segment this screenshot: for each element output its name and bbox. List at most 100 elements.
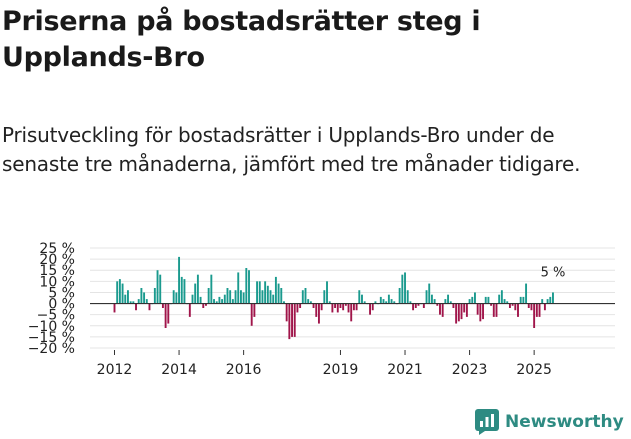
bar[interactable]: [210, 274, 213, 304]
bar[interactable]: [124, 294, 127, 304]
bar[interactable]: [484, 296, 487, 304]
bar[interactable]: [175, 292, 178, 304]
bar[interactable]: [215, 301, 218, 304]
bar[interactable]: [277, 283, 280, 304]
bar[interactable]: [261, 290, 264, 304]
bar[interactable]: [525, 283, 528, 304]
bar[interactable]: [191, 294, 194, 304]
bar[interactable]: [132, 301, 135, 304]
bar[interactable]: [355, 303, 358, 311]
bar[interactable]: [460, 303, 463, 320]
bar[interactable]: [312, 303, 315, 308]
bar[interactable]: [196, 274, 199, 304]
bar[interactable]: [272, 294, 275, 304]
bar[interactable]: [213, 299, 215, 304]
bar[interactable]: [361, 294, 363, 304]
bar[interactable]: [519, 296, 522, 304]
bar[interactable]: [347, 303, 350, 313]
bar[interactable]: [320, 303, 323, 311]
bar[interactable]: [129, 301, 132, 304]
bar[interactable]: [412, 303, 415, 311]
bar[interactable]: [406, 290, 409, 304]
bar[interactable]: [444, 299, 447, 304]
bar[interactable]: [439, 303, 441, 315]
bar[interactable]: [476, 303, 479, 315]
bar[interactable]: [317, 303, 320, 324]
bar[interactable]: [199, 296, 202, 304]
bar[interactable]: [307, 299, 310, 304]
bar[interactable]: [449, 301, 452, 304]
bar[interactable]: [118, 279, 121, 304]
bar[interactable]: [334, 303, 337, 308]
bar[interactable]: [527, 303, 530, 308]
bar[interactable]: [331, 303, 334, 313]
bar[interactable]: [288, 303, 291, 340]
bar[interactable]: [226, 288, 229, 304]
bar[interactable]: [299, 303, 302, 308]
bar[interactable]: [498, 294, 501, 304]
bar[interactable]: [401, 274, 404, 304]
bar[interactable]: [390, 299, 393, 304]
bar[interactable]: [541, 299, 544, 304]
bar[interactable]: [140, 288, 143, 304]
bar[interactable]: [371, 303, 374, 311]
newsworthy-logo[interactable]: Newsworthy: [475, 408, 624, 436]
bar[interactable]: [274, 276, 277, 304]
bar[interactable]: [430, 294, 433, 304]
bar[interactable]: [369, 303, 371, 315]
bar[interactable]: [172, 290, 175, 304]
bar[interactable]: [471, 296, 474, 304]
bar[interactable]: [455, 303, 458, 324]
bar[interactable]: [309, 301, 312, 304]
bar[interactable]: [127, 290, 129, 304]
bar[interactable]: [266, 285, 269, 304]
bar[interactable]: [135, 303, 137, 311]
bar[interactable]: [511, 303, 514, 306]
bar[interactable]: [207, 288, 210, 304]
bar[interactable]: [414, 303, 417, 308]
bar[interactable]: [293, 303, 296, 337]
bar[interactable]: [264, 281, 267, 304]
bar[interactable]: [245, 268, 248, 304]
bar[interactable]: [500, 290, 503, 304]
bar[interactable]: [188, 303, 191, 317]
bar[interactable]: [285, 303, 288, 322]
bar[interactable]: [350, 303, 353, 322]
bar[interactable]: [452, 303, 455, 308]
bar[interactable]: [530, 303, 533, 311]
bar[interactable]: [409, 301, 412, 304]
bar[interactable]: [180, 276, 183, 304]
bar[interactable]: [234, 290, 237, 304]
bar[interactable]: [304, 288, 307, 304]
bar[interactable]: [202, 303, 205, 308]
bar[interactable]: [237, 272, 240, 304]
bar[interactable]: [552, 292, 554, 304]
bar[interactable]: [490, 303, 493, 306]
bar[interactable]: [253, 303, 256, 317]
bar[interactable]: [167, 303, 170, 324]
bar[interactable]: [116, 281, 119, 304]
bar[interactable]: [425, 290, 428, 304]
bar[interactable]: [508, 303, 511, 308]
bar[interactable]: [231, 299, 234, 304]
bar[interactable]: [145, 299, 148, 304]
bar[interactable]: [549, 296, 552, 304]
bar[interactable]: [398, 288, 401, 304]
bar[interactable]: [164, 303, 167, 328]
bar[interactable]: [535, 303, 538, 317]
bar[interactable]: [379, 296, 382, 304]
bar[interactable]: [517, 303, 519, 317]
bar[interactable]: [436, 303, 439, 306]
bar[interactable]: [183, 279, 186, 304]
bar[interactable]: [474, 292, 476, 304]
bar[interactable]: [393, 301, 396, 304]
bar[interactable]: [382, 299, 385, 304]
bar[interactable]: [153, 288, 156, 304]
bar[interactable]: [221, 299, 224, 304]
bar[interactable]: [328, 301, 331, 304]
bar[interactable]: [363, 301, 366, 304]
bar[interactable]: [248, 270, 250, 304]
bar[interactable]: [514, 303, 517, 311]
bar[interactable]: [323, 290, 326, 304]
bar[interactable]: [482, 303, 484, 320]
